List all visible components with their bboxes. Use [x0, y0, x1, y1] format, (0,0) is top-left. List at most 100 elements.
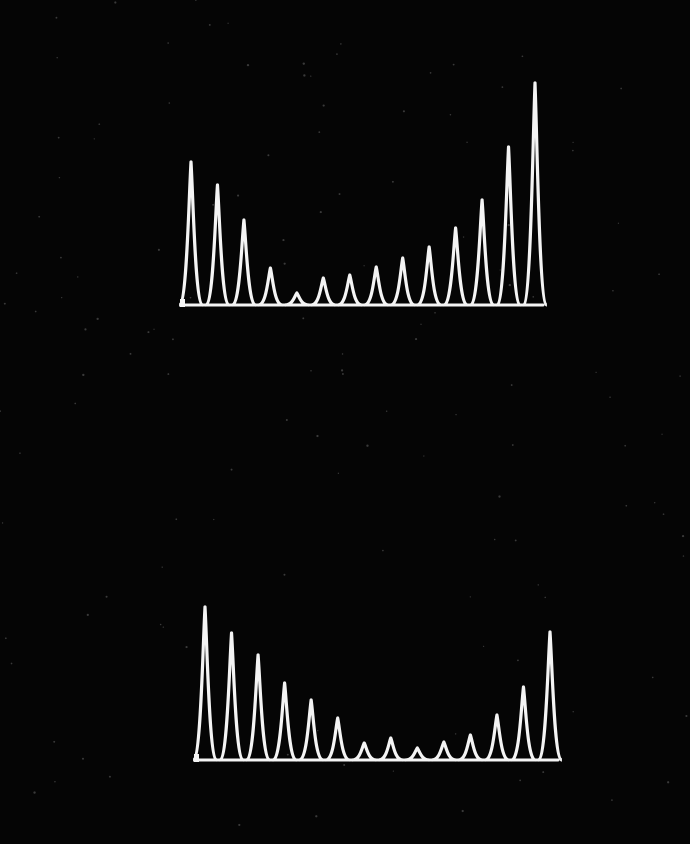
grain — [284, 263, 286, 265]
grain — [310, 370, 312, 372]
page: (() => { const data = JSON.parse(documen… — [0, 0, 690, 844]
grain — [54, 781, 55, 782]
grain — [450, 114, 451, 115]
grain — [167, 373, 169, 375]
grain — [517, 659, 519, 661]
grain — [167, 42, 169, 44]
grain — [160, 624, 162, 626]
grain — [168, 102, 170, 104]
grain — [315, 815, 317, 817]
grain — [611, 799, 613, 801]
grain — [19, 452, 21, 454]
grain — [82, 374, 84, 376]
grain — [318, 131, 320, 133]
grain — [58, 137, 60, 139]
grain — [158, 249, 160, 251]
grain — [609, 397, 610, 398]
grain — [434, 312, 436, 314]
grain — [213, 519, 214, 520]
grain — [60, 257, 62, 259]
grain — [74, 403, 76, 405]
grain — [33, 791, 35, 793]
grain — [303, 74, 305, 76]
grain — [393, 771, 394, 772]
grain — [423, 455, 424, 456]
grain — [667, 781, 669, 783]
grain — [339, 193, 341, 195]
grain — [509, 284, 511, 286]
grain — [683, 555, 684, 556]
grain — [4, 303, 6, 305]
grain — [341, 369, 343, 371]
grain — [96, 318, 98, 320]
grain — [286, 419, 288, 421]
grain — [654, 502, 655, 503]
grain — [87, 614, 89, 616]
grain — [56, 57, 57, 58]
grain — [392, 181, 394, 183]
grain — [53, 741, 55, 743]
grain — [542, 771, 544, 773]
grain — [511, 384, 513, 386]
grain — [185, 646, 187, 648]
grain — [625, 505, 627, 507]
grain — [56, 17, 58, 19]
grain — [94, 138, 95, 139]
grain — [310, 75, 311, 76]
grain — [682, 535, 684, 537]
grain — [679, 375, 680, 376]
grain — [172, 338, 174, 340]
grain — [175, 518, 177, 520]
grain — [316, 435, 318, 437]
grain — [343, 764, 345, 766]
grain — [287, 754, 289, 756]
grain — [2, 522, 3, 523]
grain — [382, 550, 384, 552]
grain — [16, 272, 18, 274]
grain — [512, 444, 514, 446]
grain — [538, 584, 539, 585]
grain — [302, 317, 304, 319]
grain — [147, 331, 149, 333]
grain — [455, 414, 456, 415]
grain — [320, 211, 322, 213]
grain — [162, 566, 163, 567]
grain — [323, 105, 325, 107]
background — [0, 0, 690, 844]
grain — [59, 177, 60, 178]
grain — [340, 43, 342, 45]
grain — [573, 711, 574, 712]
grain — [342, 373, 344, 375]
grain — [508, 224, 510, 226]
grain — [338, 473, 339, 474]
grain — [652, 677, 654, 679]
grain — [163, 626, 164, 627]
grain — [190, 297, 192, 299]
grain — [98, 123, 100, 125]
grain — [463, 236, 464, 237]
grain — [84, 328, 86, 330]
grain — [455, 733, 456, 734]
grain — [572, 142, 573, 143]
grain — [247, 64, 249, 66]
grain — [237, 195, 239, 197]
grain — [38, 216, 40, 218]
grain — [620, 88, 622, 90]
grain — [114, 1, 116, 3]
grain — [317, 730, 318, 731]
grain — [685, 715, 687, 717]
grain — [35, 311, 37, 313]
grain — [106, 596, 108, 598]
grain — [415, 338, 417, 340]
grain — [498, 495, 500, 497]
grain — [342, 353, 343, 354]
grain — [386, 411, 387, 412]
grain — [420, 324, 421, 325]
grain — [336, 53, 338, 55]
grain — [624, 445, 626, 447]
grain — [109, 776, 111, 778]
grain — [502, 86, 504, 88]
grain — [494, 539, 496, 541]
grain — [303, 62, 305, 64]
grain — [267, 154, 269, 156]
